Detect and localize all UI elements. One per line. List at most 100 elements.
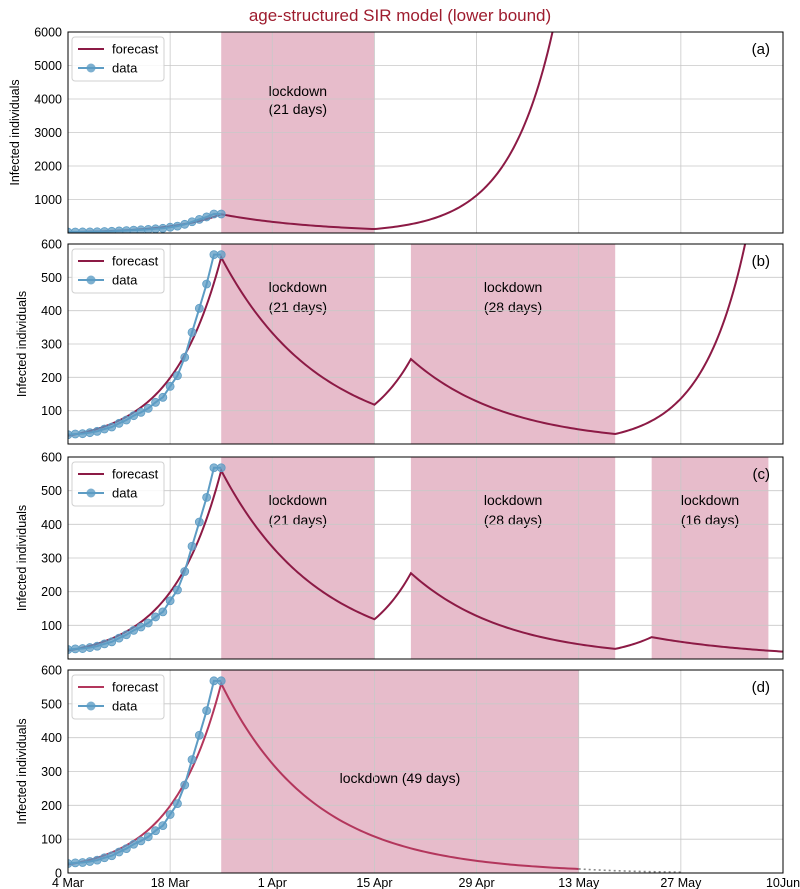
panel-c: lockdown (21 days) lockdown (28 days) lockdo…	[15, 451, 784, 660]
data-point	[100, 424, 109, 434]
axes-frame	[67, 243, 784, 445]
lockdown-label: (21 days)	[269, 299, 327, 315]
legend-data-label: data	[112, 61, 138, 76]
data-point	[78, 858, 87, 867]
axes-frame	[67, 456, 784, 660]
lockdown-label: (16 days)	[681, 512, 739, 528]
y-tick-label: 6000	[34, 26, 62, 40]
x-tick-label: 15 Apr	[356, 876, 392, 889]
legend-data-label: data	[112, 273, 138, 288]
data-point	[158, 821, 168, 831]
legend-data-marker	[86, 275, 96, 285]
data-point	[165, 381, 175, 391]
data-point	[100, 853, 109, 863]
data-point	[92, 855, 102, 865]
y-tick-label: 400	[41, 731, 62, 745]
forecast-line	[68, 244, 747, 437]
lockdown-label: (28 days)	[484, 512, 542, 528]
lockdown-label: (28 days)	[484, 299, 542, 315]
y-tick-label: 600	[41, 238, 62, 252]
y-tick-label: 300	[41, 552, 62, 566]
data-point	[92, 426, 102, 436]
data-point	[143, 618, 153, 628]
y-axis-label: Infected individuals	[15, 505, 29, 611]
data-point	[107, 226, 117, 233]
axes-frame	[67, 31, 784, 234]
lockdown-label: lockdown	[269, 83, 327, 99]
data-point	[136, 836, 146, 846]
data-point	[165, 596, 175, 606]
data-point	[92, 641, 102, 651]
data-point	[180, 567, 190, 576]
y-tick-label: 100	[41, 404, 62, 418]
y-tick-label: 600	[41, 664, 62, 678]
data-point	[78, 227, 87, 233]
data-point	[194, 303, 204, 313]
data-point	[78, 644, 87, 653]
data-point	[129, 839, 139, 849]
y-tick-label: 500	[41, 484, 62, 498]
data-point	[202, 279, 212, 289]
data-point	[107, 637, 117, 647]
y-tick-label: 100	[41, 833, 62, 847]
data-point	[180, 219, 190, 229]
data-point	[209, 676, 219, 686]
data-point	[194, 517, 204, 527]
data-point	[100, 227, 109, 233]
data-point	[202, 706, 212, 715]
y-tick-label: 3000	[34, 126, 62, 140]
lockdown-label: lockdown (49 days)	[340, 770, 461, 786]
data-point	[70, 644, 80, 654]
data-point	[136, 622, 146, 632]
data-point	[194, 214, 204, 224]
legend-forecast-label: forecast	[112, 467, 159, 482]
data-point	[114, 847, 124, 857]
y-tick-label: 4000	[34, 93, 62, 107]
y-tick-label: 200	[41, 371, 62, 385]
data-point	[107, 851, 117, 861]
data-point	[151, 612, 160, 622]
panel-d: lockdown (49 days) 0 100 200 300 400 500 600 Inf…	[15, 664, 784, 881]
data-point	[180, 352, 190, 362]
data-point	[187, 541, 197, 551]
data-point	[209, 209, 219, 219]
forecast-line	[68, 680, 579, 870]
data-point	[107, 422, 117, 432]
legend-data-marker	[86, 701, 96, 711]
data-point	[78, 429, 87, 439]
y-axis-label: Infected individuals	[15, 718, 29, 824]
data-point	[187, 755, 197, 765]
data-point	[165, 222, 175, 232]
legend: forecast data	[71, 248, 165, 294]
data-point	[216, 209, 226, 219]
panel-letter: (c)	[753, 466, 771, 483]
data-point	[158, 607, 168, 617]
panel-letter: (d)	[752, 679, 770, 696]
legend-data-label: data	[112, 486, 138, 501]
y-tick-label: 300	[41, 765, 62, 779]
data-point	[202, 212, 212, 222]
legend-forecast-label: forecast	[112, 680, 159, 695]
data-point	[121, 415, 131, 425]
axes-frame	[67, 669, 784, 874]
legend-data-marker	[86, 488, 96, 498]
data-point	[173, 221, 182, 231]
data-point	[85, 857, 95, 866]
data-point	[121, 630, 131, 640]
y-tick-label: 5000	[34, 59, 62, 73]
legend-data-label: data	[112, 699, 138, 714]
data-point	[136, 407, 146, 417]
lockdown-label: lockdown	[484, 279, 542, 295]
y-tick-label: 200	[41, 585, 62, 599]
chart-title: age-structured SIR model (lower bound)	[249, 6, 551, 25]
data-point	[173, 371, 182, 381]
y-tick-label: 400	[41, 304, 62, 318]
data-point	[158, 223, 168, 233]
data-point	[216, 676, 226, 686]
y-tick-label: 400	[41, 518, 62, 532]
data-point	[202, 492, 212, 502]
data-point	[158, 392, 168, 402]
y-tick-label: 200	[41, 799, 62, 813]
data-point	[151, 224, 160, 233]
